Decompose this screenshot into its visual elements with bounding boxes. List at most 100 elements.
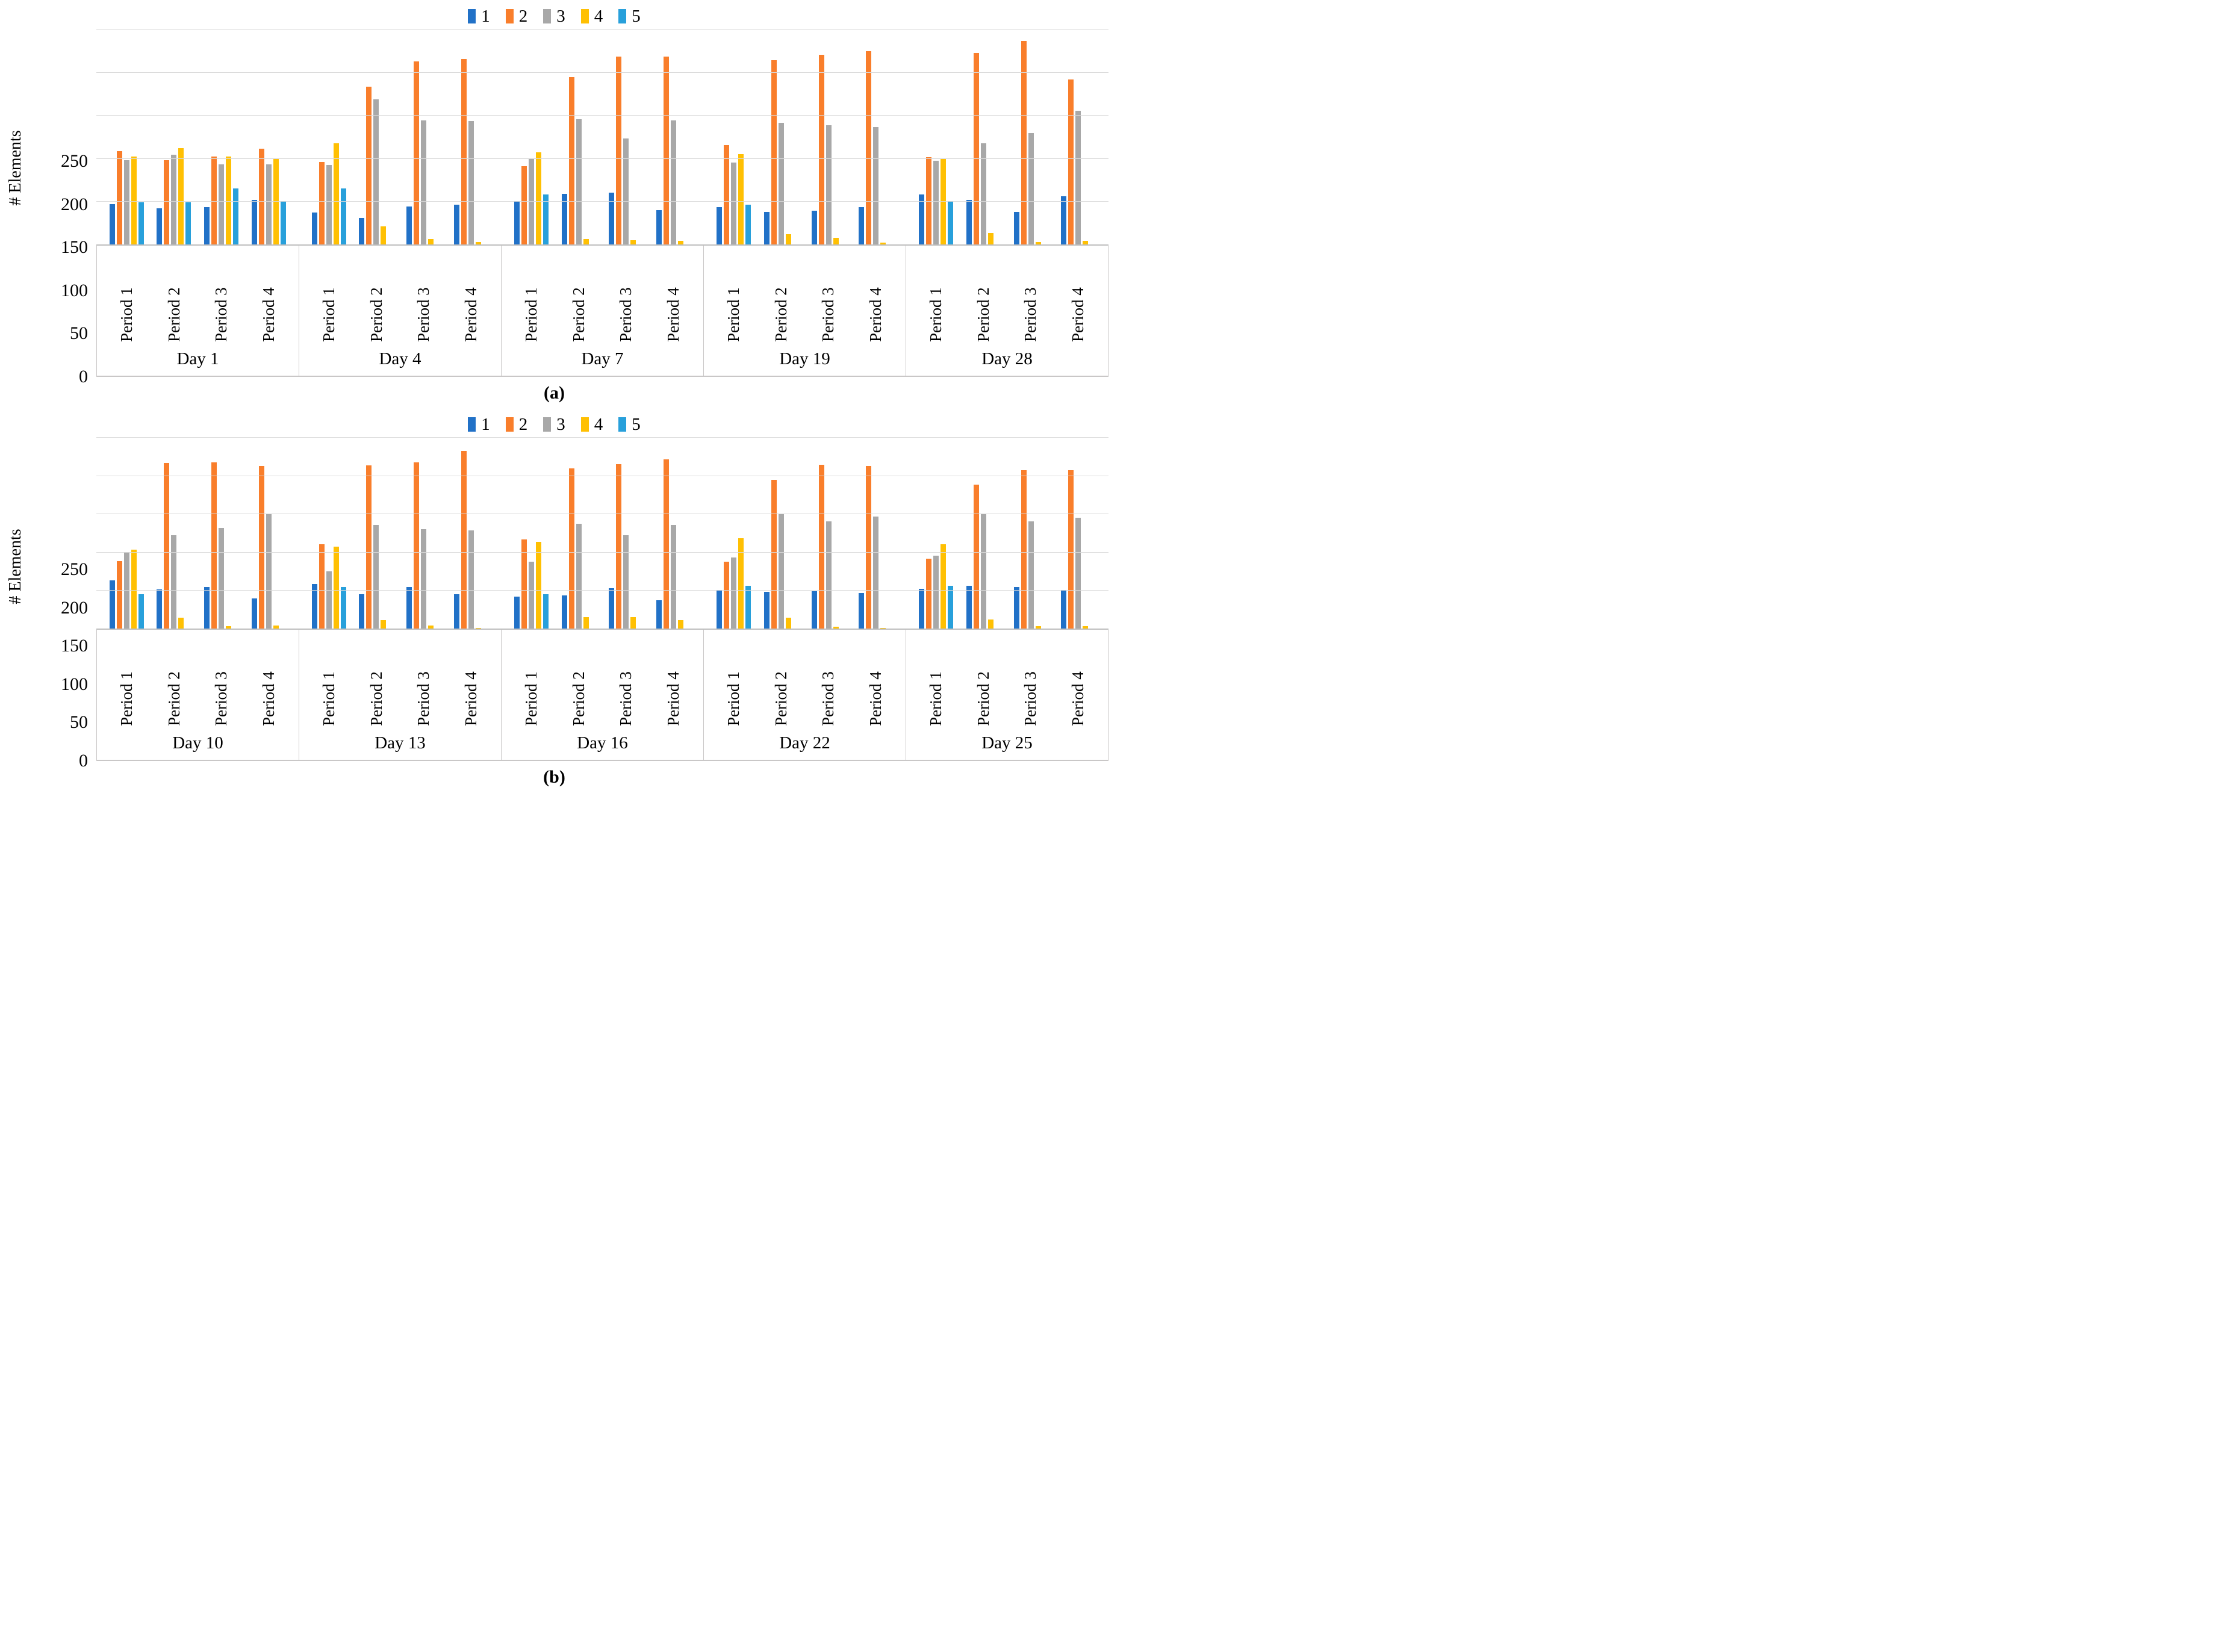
- period-axis-label: Period 3: [212, 287, 231, 342]
- period-axis-label: Period 2: [974, 671, 992, 726]
- bar-series-5: [185, 202, 191, 244]
- period-cluster: [656, 437, 691, 629]
- day-axis-label: Day 28: [981, 349, 1033, 368]
- bar-series-2: [663, 459, 669, 629]
- period-cluster: [966, 437, 1001, 629]
- gridline-50: [96, 590, 1108, 591]
- bar-series-2: [866, 51, 872, 244]
- bar-series-3: [266, 514, 272, 629]
- bar-series-3: [933, 556, 939, 629]
- bar-series-5: [138, 594, 144, 629]
- period-cluster: [359, 437, 393, 629]
- y-tick-label: 100: [61, 280, 88, 300]
- day-group: [96, 29, 299, 244]
- bar-series-4: [1035, 242, 1041, 244]
- period-cluster: [453, 437, 488, 629]
- period-axis-label: Period 2: [164, 671, 183, 726]
- bar-series-4: [785, 618, 791, 629]
- period-cluster: [1013, 437, 1048, 629]
- bar-series-4: [583, 617, 589, 629]
- x-band-day-column: Period 1 Period 2 Period 3 Period 4 Day 7: [502, 246, 704, 376]
- bar-series-3: [326, 571, 332, 629]
- bar-series-5: [745, 586, 751, 629]
- bar-series-3: [981, 514, 987, 629]
- bar-series-4: [630, 240, 636, 244]
- bar-series-1: [514, 201, 520, 244]
- chart-caption: (a): [544, 383, 565, 403]
- bar-series-5: [543, 194, 549, 244]
- bar-series-3: [123, 160, 129, 244]
- bar-series-3: [421, 120, 427, 244]
- bar-series-1: [859, 593, 865, 629]
- day-axis-label: Day 19: [779, 349, 830, 368]
- bar-series-3: [933, 161, 939, 244]
- y-tick-label: 50: [70, 712, 88, 733]
- bar-series-5: [280, 201, 286, 244]
- day-axis-label: Day 13: [375, 733, 426, 753]
- x-band-day-column: Period 1 Period 2 Period 3 Period 4 Day 13: [299, 630, 502, 760]
- bar-series-1: [204, 587, 210, 629]
- bar-series-3: [171, 155, 177, 244]
- bar-series-2: [818, 465, 824, 629]
- bar-series-1: [109, 580, 115, 629]
- bar-series-5: [948, 201, 954, 244]
- bar-series-2: [366, 87, 372, 244]
- legend-label: 4: [594, 6, 603, 26]
- bar-series-4: [941, 544, 947, 629]
- gridline-100: [96, 551, 1108, 553]
- period-cluster: [859, 29, 893, 244]
- gridline-250: [96, 437, 1108, 438]
- bar-series-2: [164, 463, 170, 629]
- period-cluster: [204, 437, 238, 629]
- x-band-day-column: Period 1 Period 2 Period 3 Period 4 Day 19: [704, 246, 906, 376]
- bar-series-1: [1061, 196, 1067, 244]
- period-axis-label: Period 4: [461, 287, 480, 342]
- bar-series-3: [623, 535, 629, 629]
- bar-groups: [96, 29, 1108, 244]
- period-cluster: [311, 29, 346, 244]
- bar-series-5: [138, 202, 144, 244]
- period-axis-label: Period 1: [724, 671, 743, 726]
- period-axis-label: Period 2: [164, 287, 183, 342]
- period-cluster: [609, 29, 643, 244]
- bar-series-2: [926, 559, 932, 629]
- legend-item-1: 1: [468, 414, 490, 434]
- legend-label: 1: [481, 414, 490, 434]
- bar-series-3: [670, 525, 676, 629]
- gridline-200: [96, 72, 1108, 73]
- y-tick-label: 150: [61, 636, 88, 656]
- bar-series-2: [771, 60, 777, 244]
- legend-item-2: 2: [505, 7, 527, 25]
- period-axis-label: Period 4: [1068, 287, 1087, 342]
- period-axis-label: Period 2: [367, 287, 385, 342]
- bar-series-3: [1075, 111, 1081, 244]
- bar-series-4: [475, 242, 481, 244]
- bar-series-3: [468, 121, 474, 244]
- bar-series-1: [157, 208, 163, 244]
- y-axis-ticks: 0 50 100 150 200 250: [34, 29, 96, 386]
- period-cluster: [763, 437, 798, 629]
- bar-series-4: [1083, 241, 1089, 244]
- legend-item-4: 4: [580, 6, 603, 26]
- period-cluster: [919, 29, 954, 244]
- x-band-day-column: Period 1 Period 2 Period 3 Period 4 Day 22: [704, 630, 906, 760]
- legend-swatch-icon: [543, 9, 552, 23]
- bar-series-2: [211, 462, 217, 629]
- bar-series-1: [1061, 590, 1067, 629]
- legend-item-1: 1: [468, 7, 490, 25]
- bar-series-4: [988, 233, 994, 244]
- legend-swatch-icon: [580, 9, 589, 23]
- bar-series-5: [340, 587, 346, 629]
- period-cluster: [311, 437, 346, 629]
- legend-swatch-icon: [543, 417, 552, 432]
- bar-series-4: [583, 239, 589, 244]
- bar-series-2: [116, 151, 122, 244]
- day-group: [299, 437, 501, 629]
- bar-series-3: [778, 123, 784, 244]
- legend-item-3: 3: [543, 415, 565, 433]
- period-axis-label: Period 3: [1021, 671, 1040, 726]
- bar-series-1: [1013, 587, 1019, 629]
- period-cluster: [656, 29, 691, 244]
- day-group: [501, 437, 703, 629]
- bar-series-4: [428, 239, 434, 244]
